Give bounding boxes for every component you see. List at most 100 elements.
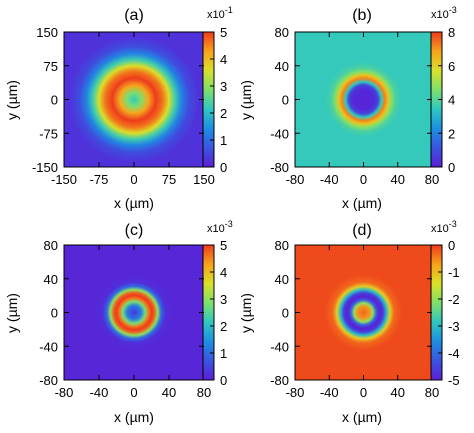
x-tick-label: -80	[55, 385, 74, 400]
colorbar-tick-label: -4	[448, 346, 460, 361]
x-tick-label: 0	[130, 172, 137, 187]
y-tick-label: -150	[32, 160, 58, 175]
x-tick-label: -40	[320, 385, 339, 400]
x-tick-label: -80	[286, 385, 305, 400]
colorbar-tick-label: 4	[448, 93, 455, 108]
x-tick-label: 0	[360, 385, 367, 400]
y-tick-label: 0	[282, 306, 289, 321]
colorbar-tick-label: 0	[220, 373, 227, 388]
panel-b-xlabel: x (µm)	[342, 195, 382, 211]
colorbar-tick-label: 2	[220, 106, 227, 121]
panel-d-xlabel: x (µm)	[342, 409, 382, 425]
panel-c-ring	[64, 245, 204, 380]
panel-d-colorbar	[430, 244, 443, 381]
panel-c-heatmap	[64, 245, 204, 380]
colorbar-tick-label: -1	[448, 265, 460, 280]
colorbar-tick-label: 2	[220, 319, 227, 334]
colorbar-tick-label: 0	[220, 160, 227, 175]
panel-a-xlabel: x (µm)	[114, 195, 154, 211]
x-tick-label: 40	[391, 172, 405, 187]
panel-c: (c) -80 -40 0 40 80 80 40 0 -40 -80 5 4 3 2 1 0 x10-3 x…	[4, 219, 233, 425]
colorbar-tick-label: -3	[448, 319, 460, 334]
colorbar-tick-label: 5	[220, 25, 227, 40]
x-tick-label: 40	[391, 385, 405, 400]
y-tick-label: -40	[270, 339, 289, 354]
panel-a-ylabel: y (µm)	[4, 80, 20, 120]
y-tick-label: -80	[39, 373, 58, 388]
panel-b-ring	[295, 32, 432, 167]
panel-b-title: (b)	[352, 7, 372, 24]
y-tick-label: -40	[39, 339, 58, 354]
panel-b-xticks: -80 -40 0 40 80	[286, 32, 439, 187]
panel-b-colorbar-exponent: x10-3	[431, 5, 457, 21]
panel-b-colorbar-ticks: 8 6 4 2 0	[438, 25, 455, 175]
panel-a-colorbar-exponent: x10-1	[207, 5, 233, 21]
x-tick-label: 0	[360, 172, 367, 187]
y-tick-label: 0	[51, 93, 58, 108]
y-tick-label: 80	[275, 25, 289, 40]
y-tick-label: 80	[44, 238, 58, 253]
colorbar-tick-label: 4	[220, 265, 227, 280]
x-tick-label: -40	[320, 172, 339, 187]
panel-c-colorbar-ticks: 5 4 3 2 1 0	[210, 238, 227, 388]
y-tick-label: 40	[275, 272, 289, 287]
panel-a-ring	[64, 32, 204, 167]
panel-c-xticks: -80 -40 0 40 80	[55, 245, 211, 400]
panel-a: (a) -150 -75 0 75 150 150 75 0 -75 -150 5 4 3 2 1 0 x10…	[4, 5, 233, 211]
panel-d-colorbar-exponent: x10-3	[431, 219, 457, 235]
y-tick-label: -80	[270, 373, 289, 388]
colorbar-tick-label: 4	[220, 52, 227, 67]
colorbar-tick-label: -5	[448, 373, 460, 388]
y-tick-label: 40	[44, 272, 58, 287]
panel-a-heatmap	[64, 32, 204, 167]
panel-a-title: (a)	[124, 7, 144, 24]
colorbar-tick-label: 0	[448, 238, 455, 253]
y-tick-label: 40	[275, 59, 289, 74]
colorbar-tick-label: -2	[448, 292, 460, 307]
colorbar-tick-label: 6	[448, 59, 455, 74]
x-tick-label: -75	[90, 172, 109, 187]
x-tick-label: 80	[197, 385, 211, 400]
panel-d: (d) -80 -40 0 40 80 80 40 0 -40 -80 0 -1 -2 -3 -4 -5 x1…	[238, 219, 460, 425]
y-tick-label: 80	[275, 238, 289, 253]
y-tick-label: -75	[39, 126, 58, 141]
panel-a-xticks: -150 -75 0 75 150	[51, 32, 215, 187]
y-tick-label: -40	[270, 126, 289, 141]
y-tick-label: 150	[36, 25, 58, 40]
panel-d-yticks: 80 40 0 -40 -80	[270, 238, 432, 388]
y-tick-label: 0	[282, 93, 289, 108]
y-tick-label: 75	[44, 59, 58, 74]
panel-a-yticks: 150 75 0 -75 -150	[32, 25, 204, 175]
x-tick-label: 80	[425, 385, 439, 400]
panel-a-colorbar-ticks: 5 4 3 2 1 0	[210, 25, 227, 175]
panel-d-ring	[295, 245, 432, 380]
panel-c-colorbar-exponent: x10-3	[207, 219, 233, 235]
colorbar-tick-label: 1	[220, 346, 227, 361]
panel-d-title: (d)	[352, 222, 372, 239]
panel-c-ylabel: y (µm)	[4, 293, 20, 333]
colorbar-tick-label: 8	[448, 25, 455, 40]
panel-c-title: (c)	[125, 222, 144, 239]
panel-a-colorbar	[202, 31, 215, 168]
panel-c-yticks: 80 40 0 -40 -80	[39, 238, 204, 388]
x-tick-label: -150	[51, 172, 77, 187]
colorbar-tick-label: 3	[220, 292, 227, 307]
x-tick-label: -80	[286, 172, 305, 187]
colorbar-tick-label: 0	[448, 160, 455, 175]
panel-b-ylabel: y (µm)	[238, 80, 254, 120]
panel-d-ylabel: y (µm)	[238, 293, 254, 333]
panel-c-xlabel: x (µm)	[114, 409, 154, 425]
panel-d-colorbar-ticks: 0 -1 -2 -3 -4 -5	[438, 238, 460, 388]
x-tick-label: 40	[162, 385, 176, 400]
panel-b-yticks: 80 40 0 -40 -80	[270, 25, 432, 175]
panel-b: (b) -80 -40 0 40 80 80 40 0 -40 -80 8 6 4 2 0 x10-3 x …	[238, 5, 457, 211]
y-tick-label: 0	[51, 306, 58, 321]
panel-b-heatmap	[295, 32, 432, 167]
colorbar-tick-label: 2	[448, 126, 455, 141]
panel-d-heatmap	[295, 245, 432, 380]
x-tick-label: -40	[90, 385, 109, 400]
colorbar-tick-label: 1	[220, 133, 227, 148]
colorbar-tick-label: 3	[220, 79, 227, 94]
x-tick-label: 0	[130, 385, 137, 400]
